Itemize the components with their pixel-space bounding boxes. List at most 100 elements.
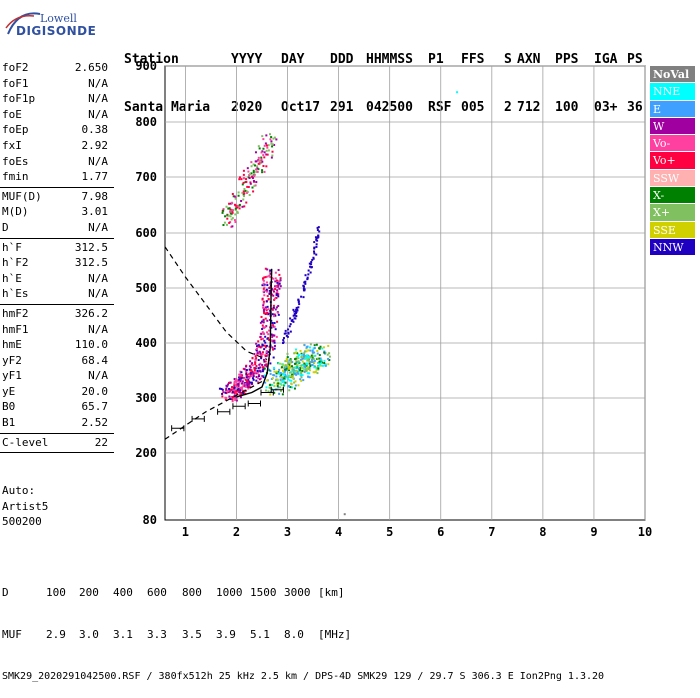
echo-point (300, 364, 303, 367)
echo-point (265, 165, 268, 168)
echo-point (316, 239, 319, 242)
echo-point (272, 315, 275, 318)
echo-point (260, 357, 263, 360)
echo-point (295, 370, 298, 373)
scaled-parameters-panel: foF2 2.650 foF1 N/A foF1p N/A foE N/A foEp 0.38 fx… (0, 60, 114, 454)
footer-row-value: 8.0 (284, 628, 304, 641)
echo-point (301, 367, 304, 370)
header-row2-cell: 100 (555, 100, 579, 115)
echo-point (262, 321, 265, 324)
echo-point (312, 351, 315, 354)
echo-point (273, 384, 276, 387)
footer-row-label: D (2, 586, 9, 599)
echo-point (279, 285, 282, 288)
echo-point (290, 383, 293, 386)
echo-point (279, 375, 282, 378)
param-row: foF1 N/A (0, 76, 114, 92)
footer-row-value: 3.1 (113, 628, 133, 641)
echo-point (294, 380, 297, 383)
echo-point (312, 256, 315, 259)
echo-point (295, 306, 298, 309)
echo-point (293, 317, 296, 320)
echo-point (261, 150, 264, 153)
echo-point (228, 395, 231, 398)
echo-point (277, 371, 280, 374)
echo-point (295, 360, 298, 363)
echo-point (328, 355, 331, 358)
echo-point (274, 328, 277, 331)
echo-point (299, 358, 302, 361)
echo-point (282, 339, 285, 342)
echo-point (267, 308, 270, 311)
echo-point (309, 364, 312, 367)
echo-point (233, 386, 236, 389)
param-name: h`F2 (2, 256, 29, 270)
param-value: N/A (88, 369, 108, 383)
echo-point (285, 360, 288, 363)
echo-point (265, 144, 268, 147)
echo-point (273, 381, 276, 384)
x-tick-label: 10 (638, 525, 652, 539)
echo-point (268, 312, 271, 315)
echo-point (238, 378, 241, 381)
echo-point (254, 358, 257, 361)
echo-point (299, 372, 302, 375)
echo-point (236, 383, 239, 386)
param-row: yF2 68.4 (0, 353, 114, 369)
echo-point (270, 136, 273, 139)
echo-point (231, 398, 234, 401)
echo-point (263, 308, 266, 311)
echo-point (263, 326, 266, 329)
echo-point (296, 371, 299, 374)
echo-point (289, 323, 292, 326)
echo-point (287, 366, 290, 369)
echo-point (288, 379, 291, 382)
echo-point (313, 366, 316, 369)
echo-point (307, 269, 310, 272)
param-row: B0 65.7 (0, 399, 114, 415)
echo-point (275, 370, 278, 373)
echo-point (311, 360, 314, 363)
echo-point (323, 351, 326, 354)
echo-point (246, 190, 249, 193)
param-name: yF1 (2, 369, 22, 383)
echo-point (271, 377, 274, 380)
param-name: MUF(D) (2, 189, 42, 203)
param-row: C-level 22 (0, 435, 114, 451)
echo-point (233, 195, 236, 198)
echo-point (265, 281, 268, 284)
echo-point (243, 195, 246, 198)
echo-point (245, 365, 248, 368)
echo-point (259, 362, 262, 365)
echo-point (328, 352, 331, 355)
echo-point (244, 385, 247, 388)
echo-point (321, 364, 324, 367)
echo-point (245, 191, 248, 194)
x-tick-label: 5 (386, 525, 393, 539)
echo-point (313, 250, 316, 253)
echo-point (318, 230, 321, 233)
footer-row-value: 600 (147, 586, 167, 599)
echo-point (240, 378, 243, 381)
echo-point (252, 373, 255, 376)
echo-point (235, 392, 238, 395)
echo-point (259, 352, 262, 355)
echo-point (277, 362, 280, 365)
echo-point (266, 295, 269, 298)
echo-point (308, 356, 311, 359)
echo-point (241, 386, 244, 389)
param-row: h`F 312.5 (0, 240, 114, 256)
echo-point (225, 205, 228, 208)
echo-point (264, 267, 267, 270)
echo-point (243, 205, 246, 208)
echo-point (267, 390, 270, 393)
param-row: hmE 110.0 (0, 337, 114, 353)
echo-point (295, 315, 298, 318)
echo-point (282, 372, 285, 375)
echo-point (234, 207, 237, 210)
echo-point (284, 374, 287, 377)
y-tick-label: 800 (135, 115, 157, 129)
echo-point (265, 309, 268, 312)
digisonde-logo: Lowell DIGISONDE (2, 6, 112, 40)
echo-point (277, 386, 280, 389)
